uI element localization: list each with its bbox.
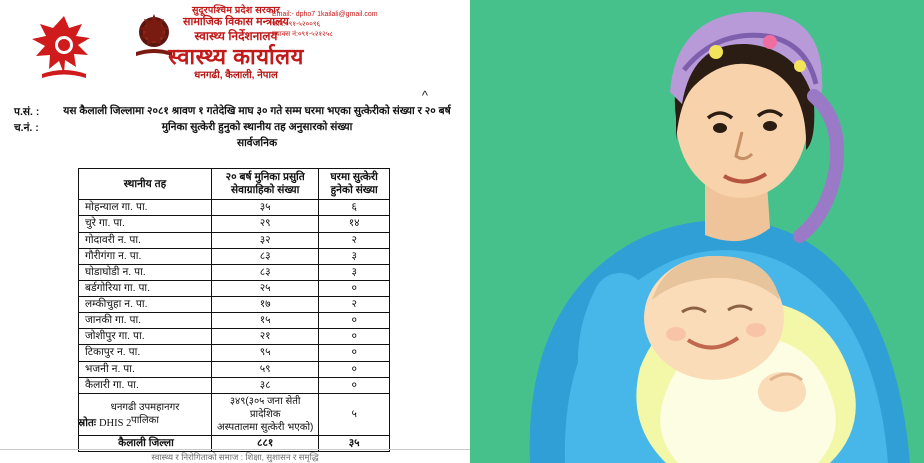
row-col2: ३४९(३०५ जना सेती प्रादेशिक अस्पतालमा सुत… [210, 392, 320, 436]
mother-holding-baby-illustration [470, 0, 924, 463]
row-col2: २९ [210, 215, 320, 233]
source-value: DHIS 2 [98, 418, 132, 429]
row-name: घोडाघोडी न. पा. [78, 263, 212, 281]
row-col2: १७ [210, 295, 320, 314]
reference-numbers: प.सं. : च.नं. : [14, 104, 39, 137]
source-note: स्रोतः DHIS 2 [78, 416, 131, 430]
letterhead: सुदूरपश्चिम प्रदेश सरकार सामाजिक विकास म… [0, 0, 470, 108]
notice-line3: सार्वजनिक [236, 136, 278, 149]
letterhead-line2: सामाजिक विकास मन्त्रालय [183, 16, 289, 29]
table-row: गोदावरी न. पा. ३२ २ [78, 231, 390, 249]
notice-line1: यस कैलाली जिल्लामा २०८१ श्रावण १ गतेदेखि… [63, 105, 351, 117]
table-row: मोहन्याल गा. पा. ३५ ६ [78, 199, 390, 217]
letterhead-contact: Email:- dpho7 1kailali@gmail.com फोन:०९१… [272, 10, 392, 40]
contact-fax: फ्याक्स नं:०९१-५२१२५८ [272, 31, 334, 39]
row-col3: ६ [318, 199, 390, 217]
row-col3: ३ [318, 263, 390, 281]
table-row: लम्कीचुहा न. पा. १७ २ [78, 295, 390, 314]
row-col2: ५९ [210, 360, 320, 378]
total-col3: ३५ [318, 434, 390, 452]
row-col2: ३५ [210, 199, 320, 217]
province-emblem [136, 14, 172, 56]
row-name-line2: पालिका [131, 415, 159, 427]
row-name: गौरीगंगा न. पा. [78, 247, 212, 265]
letterhead-address: धनगढी, कैलाली, नेपाल [194, 69, 278, 81]
table-row-dhangadhi: धनगढी उपमहानगर पालिका ३४९(३०५ जना सेती प… [78, 392, 390, 436]
document-footer: स्वास्थ्य र निरोगिताको समाज : शिक्षा, सु… [0, 449, 470, 463]
table-total-row: कैलाली जिल्ला ८८१ ३५ [78, 434, 390, 452]
total-col2: ८८१ [210, 434, 320, 452]
chalani-sankhya-label: च.नं. : [14, 122, 39, 135]
table-row: जानकी गा. पा. १५ ० [78, 312, 390, 330]
row-col2: २१ [210, 328, 320, 346]
row-col3: ० [318, 328, 390, 346]
row-col2: १५ [210, 312, 320, 330]
table-header-under20-deliveries: २० बर्ष मुनिका प्रसुति सेवाग्राहिको संख्… [210, 167, 320, 201]
row-col2-line2: अस्पतालमा सुत्केरी भएको) [216, 421, 314, 433]
row-col3: ० [318, 376, 390, 394]
row-name: कैलारी गा. पा. [78, 376, 212, 394]
statistics-table: स्थानीय तह २० बर्ष मुनिका प्रसुति सेवाग्… [78, 167, 390, 452]
row-col2: ८३ [210, 247, 320, 265]
letterhead-office-name: स्वास्थ्य कार्यालय [168, 44, 304, 70]
nepal-government-emblem [32, 16, 90, 78]
letterhead-line3: स्वास्थ्य निर्देशनालय [194, 29, 278, 44]
row-name: टिकापुर न. पा. [78, 344, 212, 362]
row-col3: ० [318, 360, 390, 378]
row-col2: ९५ [210, 344, 320, 362]
row-name: चुरे गा. पा. [78, 215, 212, 233]
row-col2: ८३ [210, 263, 320, 281]
table-header-home-deliveries: घरमा सुत्केरी हुनेको संख्या [318, 167, 390, 201]
row-name: बर्डगोरिया गा. पा. [78, 279, 212, 298]
scroll-caret-icon: ^ [421, 88, 428, 103]
row-col3: ५ [318, 392, 390, 436]
letterhead-text: सुदूरपश्चिम प्रदेश सरकार सामाजिक विकास म… [110, 5, 362, 82]
table-row: जोशीपुर गा. पा. २१ ० [78, 328, 390, 346]
row-col3: ० [318, 344, 390, 362]
row-col3: २ [318, 231, 390, 249]
notice-document: सुदूरपश्चिम प्रदेश सरकार सामाजिक विकास म… [0, 0, 470, 463]
table-row: भजनी न. पा. ५९ ० [78, 360, 390, 378]
row-col3: ० [318, 312, 390, 330]
table-header-local-level: स्थानीय तह [78, 167, 212, 201]
row-name: भजनी न. पा. [78, 360, 212, 378]
row-col3: ० [318, 279, 390, 298]
row-col3: १४ [318, 215, 390, 233]
table-row: गौरीगंगा न. पा. ८३ ३ [78, 247, 390, 265]
row-col2: ३२ [210, 231, 320, 249]
row-col2-line1: ३४९(३०५ जना सेती प्रादेशिक [229, 395, 301, 420]
table-row: कैलारी गा. पा. ३८ ० [78, 376, 390, 394]
table-header-row: स्थानीय तह २० बर्ष मुनिका प्रसुति सेवाग्… [78, 167, 390, 201]
illustration-svg [470, 0, 924, 463]
row-col2: ३८ [210, 376, 320, 394]
row-name-line1: धनगढी उपमहानगर [110, 402, 180, 414]
notice-heading: यस कैलाली जिल्लामा २०८१ श्रावण १ गतेदेखि… [62, 104, 452, 151]
table-row: टिकापुर न. पा. ९५ ० [78, 344, 390, 362]
row-name: लम्कीचुहा न. पा. [78, 295, 212, 314]
patra-sankhya-label: प.सं. : [14, 106, 40, 118]
letterhead-line1: सुदूरपश्चिम प्रदेश सरकार [191, 5, 281, 16]
row-col3: २ [318, 295, 390, 314]
contact-phone: फोन:०९१-५२००९६ [272, 21, 321, 29]
row-name: गोदावरी न. पा. [78, 231, 212, 249]
table-row: चुरे गा. पा. २९ १४ [78, 215, 390, 233]
row-name: धनगढी उपमहानगर पालिका [78, 392, 212, 436]
row-col3: ३ [318, 247, 390, 265]
row-col2: २५ [210, 279, 320, 298]
contact-email: Email:- dpho7 1kailali@gmail.com [272, 11, 378, 18]
notice-line2: सुत्केरीको संख्या र २० बर्ष मुनिका सुत्क… [161, 105, 451, 133]
row-name: जानकी गा. पा. [78, 312, 212, 330]
source-label: स्रोतः [78, 417, 97, 429]
table-row: घोडाघोडी न. पा. ८३ ३ [78, 263, 390, 281]
row-name: जोशीपुर गा. पा. [78, 328, 212, 346]
row-name: मोहन्याल गा. पा. [78, 199, 212, 217]
table-row: बर्डगोरिया गा. पा. २५ ० [78, 279, 390, 298]
